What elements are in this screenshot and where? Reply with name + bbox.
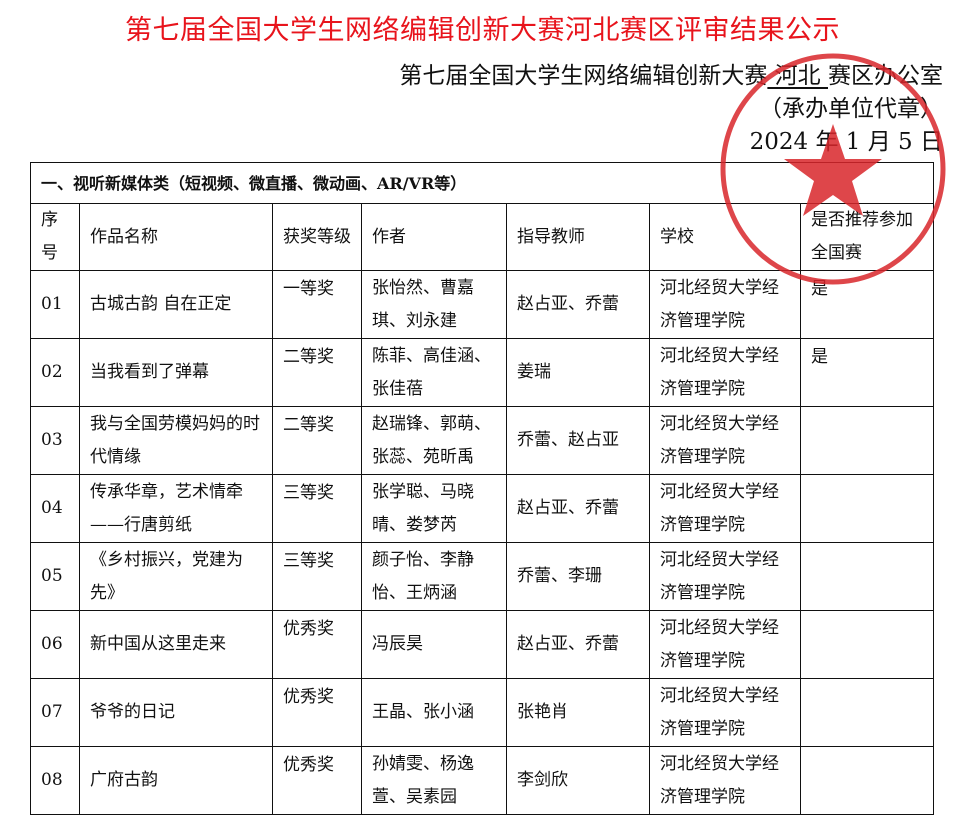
organizer-line: 第七届全国大学生网络编辑创新大赛 河北 赛区办公室: [399, 62, 943, 90]
cell-authors: 张怡然、曹嘉琪、刘永建: [361, 270, 507, 339]
cell-work: 我与全国劳模妈妈的时代情缘: [79, 406, 273, 475]
header-award: 获奖等级: [272, 203, 362, 271]
table-row: 04 传承华章，艺术情牵——行唐剪纸 三等奖 张学聪、马晓晴、娄梦芮 赵占亚、乔蕾 河北经…: [30, 474, 935, 543]
table-row: 02 当我看到了弹幕 二等奖 陈菲、高佳涵、张佳蓓 姜瑞 河北经贸大学经济管理学院是: [30, 338, 935, 407]
cell-authors: 张学聪、马晓晴、娄梦芮: [361, 474, 507, 543]
cell-school: 河北经贸大学经济管理学院: [649, 338, 801, 407]
cell-authors: 赵瑞锋、郭萌、张蕊、苑昕禹: [361, 406, 507, 475]
region-name: 河北: [767, 63, 828, 89]
table-row: 06 新中国从这里走来 优秀奖 冯辰昊 赵占亚、乔蕾 河北经贸大学经济管理学院: [30, 610, 935, 679]
header-school: 学校: [649, 203, 801, 271]
table-row: 01 古城古韵 自在正定 一等奖 张怡然、曹嘉琪、刘永建 赵占亚、乔蕾 河北经贸大学经济管…: [30, 270, 935, 339]
table-row: 03 我与全国劳模妈妈的时代情缘 二等奖 赵瑞锋、郭萌、张蕊、苑昕禹 乔蕾、赵占亚 河北经…: [30, 406, 935, 475]
cell-school: 河北经贸大学经济管理学院: [649, 746, 801, 815]
table-row: 07 爷爷的日记 优秀奖 王晶、张小涵 张艳肖 河北经贸大学经济管理学院: [30, 678, 935, 747]
cell-advisor: 赵占亚、乔蕾: [506, 270, 650, 339]
cell-rec: [799, 678, 935, 747]
header-recommend: 是否推荐参加全国赛: [799, 203, 935, 271]
cell-school: 河北经贸大学经济管理学院: [649, 270, 801, 339]
cell-rec: [799, 474, 935, 543]
cell-work: 广府古韵: [79, 746, 273, 815]
cell-no: 05: [30, 542, 80, 611]
header-work: 作品名称: [79, 203, 273, 271]
cell-award: 二等奖: [272, 406, 362, 475]
seal-note: （承办单位代章）: [759, 96, 943, 122]
cell-work: 爷爷的日记: [79, 678, 273, 747]
cell-authors: 冯辰昊: [361, 610, 507, 679]
cell-school: 河北经贸大学经济管理学院: [649, 474, 801, 543]
cell-rec: [799, 746, 935, 815]
document-title: 第七届全国大学生网络编辑创新大赛河北赛区评审结果公示: [125, 15, 840, 46]
cell-award: 三等奖: [272, 474, 362, 543]
cell-no: 07: [30, 678, 80, 747]
cell-award: 一等奖: [272, 270, 362, 339]
cell-advisor: 张艳肖: [506, 678, 650, 747]
header-number: 序号: [30, 203, 80, 271]
cell-work: 当我看到了弹幕: [79, 338, 273, 407]
cell-school: 河北经贸大学经济管理学院: [649, 610, 801, 679]
cell-advisor: 赵占亚、乔蕾: [506, 474, 650, 543]
cell-award: 优秀奖: [272, 610, 362, 679]
cell-work: 传承华章，艺术情牵——行唐剪纸: [79, 474, 273, 543]
cell-rec: 是: [799, 270, 935, 339]
cell-rec: [799, 542, 935, 611]
cell-award: 优秀奖: [272, 746, 362, 815]
cell-advisor: 姜瑞: [506, 338, 650, 407]
cell-rec: [799, 610, 935, 679]
cell-authors: 孙婧雯、杨逸萱、吴素园: [361, 746, 507, 815]
cell-rec: 是: [799, 338, 935, 407]
cell-authors: 陈菲、高佳涵、张佳蓓: [361, 338, 507, 407]
cell-authors: 王晶、张小涵: [361, 678, 507, 747]
cell-work: 新中国从这里走来: [79, 610, 273, 679]
cell-school: 河北经贸大学经济管理学院: [649, 678, 801, 747]
cell-work: 古城古韵 自在正定: [79, 270, 273, 339]
results-table: 一、视听新媒体类（短视频、微直播、微动画、AR/VR等） 序号 作品名称 获奖等级作…: [29, 162, 935, 815]
cell-award: 三等奖: [272, 542, 362, 611]
organizer-suffix: 赛区办公室: [828, 63, 943, 89]
table-header: 序号 作品名称 获奖等级 作者 指导教师 学校 是否推荐参加全国赛: [30, 203, 935, 271]
cell-no: 04: [30, 474, 80, 543]
cell-no: 02: [30, 338, 80, 407]
header-authors: 作者: [361, 203, 507, 271]
cell-award: 二等奖: [272, 338, 362, 407]
cell-advisor: 乔蕾、赵占亚: [506, 406, 650, 475]
header-advisor: 指导教师: [506, 203, 650, 271]
organizer-prefix: 第七届全国大学生网络编辑创新大赛: [399, 63, 768, 89]
cell-advisor: 乔蕾、李珊: [506, 542, 650, 611]
document-date: 2024 年 1 月 5 日: [749, 129, 943, 155]
cell-no: 01: [30, 270, 80, 339]
cell-rec: [799, 406, 935, 475]
cell-advisor: 李剑欣: [506, 746, 650, 815]
section-heading: 一、视听新媒体类（短视频、微直播、微动画、AR/VR等）: [29, 162, 935, 204]
cell-school: 河北经贸大学经济管理学院: [649, 406, 801, 475]
table-row: 08 广府古韵 优秀奖 孙婧雯、杨逸萱、吴素园 李剑欣 河北经贸大学经济管理学院: [30, 746, 935, 815]
cell-school: 河北经贸大学经济管理学院: [649, 542, 801, 611]
cell-no: 08: [30, 746, 80, 815]
cell-no: 06: [30, 610, 80, 679]
table-row: 05 《乡村振兴，党建为先》 三等奖 颜子怡、李静怡、王炳涵 乔蕾、李珊 河北经贸大学经济…: [30, 542, 935, 611]
cell-no: 03: [30, 406, 80, 475]
cell-authors: 颜子怡、李静怡、王炳涵: [361, 542, 507, 611]
cell-work: 《乡村振兴，党建为先》: [79, 542, 273, 611]
cell-advisor: 赵占亚、乔蕾: [506, 610, 650, 679]
cell-award: 优秀奖: [272, 678, 362, 747]
